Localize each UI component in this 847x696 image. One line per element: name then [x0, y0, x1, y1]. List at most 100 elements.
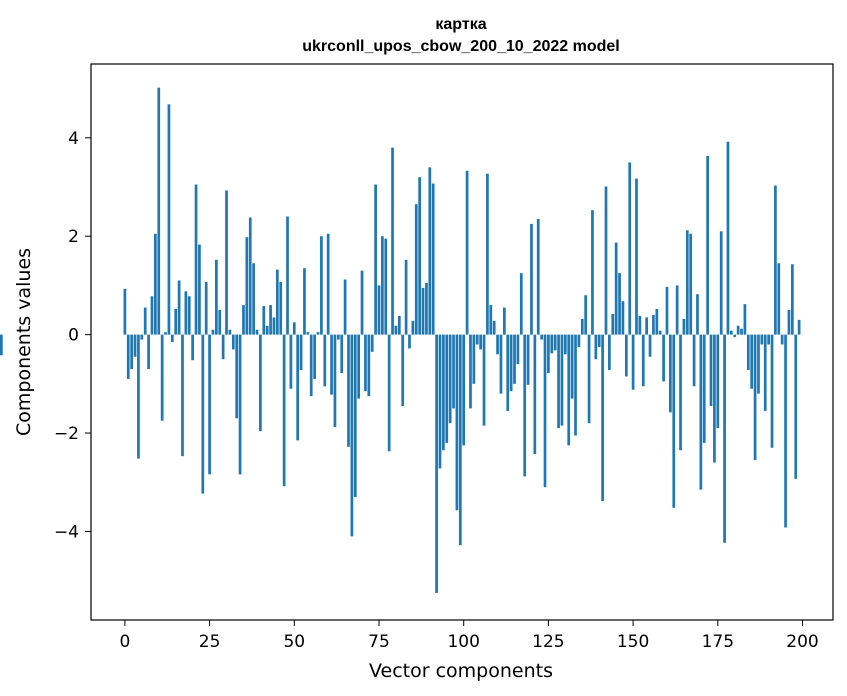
bar-133 [574, 334, 577, 436]
bar-193 [777, 263, 781, 335]
bar-169 [696, 294, 699, 335]
bar-61 [330, 334, 333, 395]
bar-88 [421, 287, 425, 335]
bar-52 [299, 334, 303, 371]
bar-63 [336, 334, 340, 340]
x-axis-ticks: 0 25 50 75 100 125 150 175 200 [119, 620, 819, 652]
bar-108 [489, 305, 493, 335]
bar-144 [611, 313, 615, 335]
bar-78 [387, 334, 391, 452]
bar-5 [140, 334, 144, 340]
bar-186 [753, 334, 757, 461]
x-tick-label: 125 [532, 632, 564, 652]
bar-37 [248, 217, 252, 335]
bar-59 [323, 334, 327, 387]
bar-171 [702, 334, 706, 443]
bar-49 [289, 334, 293, 389]
y-axis-label: Components values [13, 248, 35, 436]
bar-65 [343, 279, 347, 335]
bar-40 [259, 334, 262, 432]
bar-160 [665, 286, 669, 335]
bar-128 [557, 334, 560, 429]
bar-134 [577, 334, 581, 347]
bar-159 [662, 334, 665, 382]
bar-72 [367, 334, 371, 397]
bar-16 [177, 280, 181, 335]
bar-172 [706, 156, 709, 335]
bar-136 [584, 295, 588, 335]
bar-53 [303, 268, 306, 335]
bar-9 [154, 233, 157, 335]
bar-178 [726, 141, 730, 335]
bar-121 [533, 334, 537, 455]
bar-116 [516, 334, 520, 365]
chart-subtitle: ukrconll_upos_cbow_200_10_2022 model [302, 38, 619, 55]
bar-13 [167, 104, 171, 335]
bar-30 [225, 190, 228, 335]
bar-15 [174, 309, 178, 335]
x-tick-label: 50 [283, 632, 305, 652]
bar-36 [245, 237, 249, 335]
bar-183 [743, 304, 747, 335]
bar-6 [143, 307, 147, 335]
bar-195 [784, 334, 787, 528]
bar-174 [713, 334, 716, 463]
bar-175 [716, 334, 720, 429]
bar-118 [523, 334, 527, 477]
bar-70 [360, 270, 364, 335]
bar-97 [452, 334, 455, 409]
bar-99 [458, 334, 462, 546]
bar-199 [797, 319, 801, 335]
bar-81 [397, 315, 401, 335]
bar-187 [757, 334, 760, 394]
bar-105 [479, 334, 482, 350]
bar-76 [381, 236, 384, 335]
bar-151 [635, 178, 638, 335]
bar-1 [126, 334, 130, 379]
bar-130 [563, 334, 567, 355]
x-tick-label: 100 [447, 632, 479, 652]
x-tick-label: 25 [199, 632, 221, 652]
bar-33 [235, 334, 239, 419]
bar-166 [685, 230, 689, 335]
bar-8 [150, 296, 154, 335]
bar-77 [384, 238, 388, 335]
bar-177 [723, 334, 726, 543]
bar-102 [469, 334, 472, 409]
bar-150 [631, 334, 635, 390]
x-tick-label: 150 [617, 632, 649, 652]
bar-91 [431, 183, 435, 335]
bar-89 [425, 282, 428, 335]
x-tick-label: 75 [368, 632, 390, 652]
bar-93 [438, 334, 442, 469]
bar-184 [746, 334, 750, 371]
bar-82 [401, 334, 405, 406]
x-tick-label: 0 [119, 632, 130, 652]
bar-95 [445, 334, 449, 443]
bar-54 [306, 332, 310, 335]
bar-140 [597, 334, 601, 347]
bar-17 [181, 334, 184, 457]
bar-87 [418, 177, 421, 335]
bar-2 [130, 334, 134, 370]
bar-158 [658, 330, 662, 335]
bar-66 [347, 334, 350, 447]
bar-79 [391, 147, 394, 335]
y-tick-label: −4 [54, 522, 79, 542]
bar-122 [536, 218, 540, 335]
bar-161 [669, 334, 672, 413]
bar-120 [530, 223, 533, 335]
bar-198 [794, 334, 798, 479]
bar-153 [641, 334, 645, 387]
bar-147 [621, 301, 625, 335]
bar-74 [374, 184, 377, 335]
bar-19 [187, 296, 191, 335]
bar-34 [238, 334, 242, 475]
bar-3 [133, 334, 137, 357]
bar-111 [499, 334, 503, 394]
bar-146 [618, 273, 621, 335]
y-axis-ticks: −4 −2 0 2 4 [54, 129, 91, 542]
bar-179 [730, 330, 733, 335]
bar-44 [272, 317, 276, 335]
bar-112 [503, 307, 506, 335]
